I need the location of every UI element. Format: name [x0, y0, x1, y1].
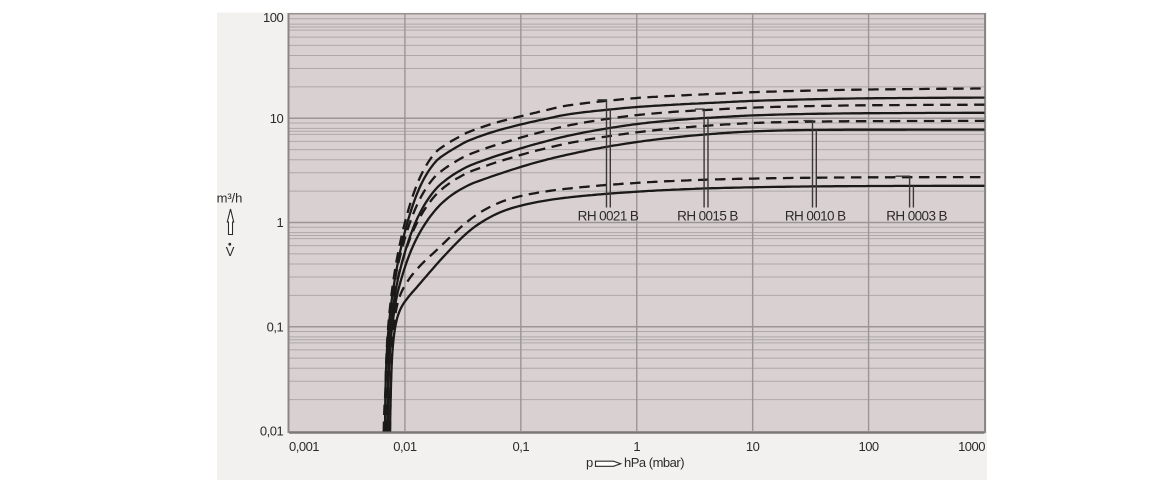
svg-text:100: 100	[858, 439, 878, 454]
svg-text:10: 10	[270, 111, 284, 126]
svg-text:hPa (mbar): hPa (mbar)	[624, 455, 684, 470]
svg-text:RH 0015 B: RH 0015 B	[677, 208, 738, 223]
svg-text:m³/h: m³/h	[217, 191, 243, 206]
svg-text:0,01: 0,01	[260, 424, 284, 439]
svg-text:p: p	[586, 455, 593, 470]
svg-text:0,1: 0,1	[267, 319, 284, 334]
svg-text:RH 0010 B: RH 0010 B	[785, 208, 846, 223]
svg-text:RH 0021 B: RH 0021 B	[578, 208, 639, 223]
svg-text:1: 1	[633, 439, 640, 454]
svg-text:RH 0003 B: RH 0003 B	[886, 208, 947, 223]
svg-text:1000: 1000	[958, 439, 985, 454]
svg-text:0,01: 0,01	[393, 439, 417, 454]
svg-text:10: 10	[746, 439, 760, 454]
svg-text:0,1: 0,1	[513, 439, 530, 454]
svg-text:0,001: 0,001	[289, 439, 319, 454]
svg-text:100: 100	[263, 10, 283, 25]
svg-text:1: 1	[276, 215, 283, 230]
svg-text:V: V	[226, 244, 235, 259]
